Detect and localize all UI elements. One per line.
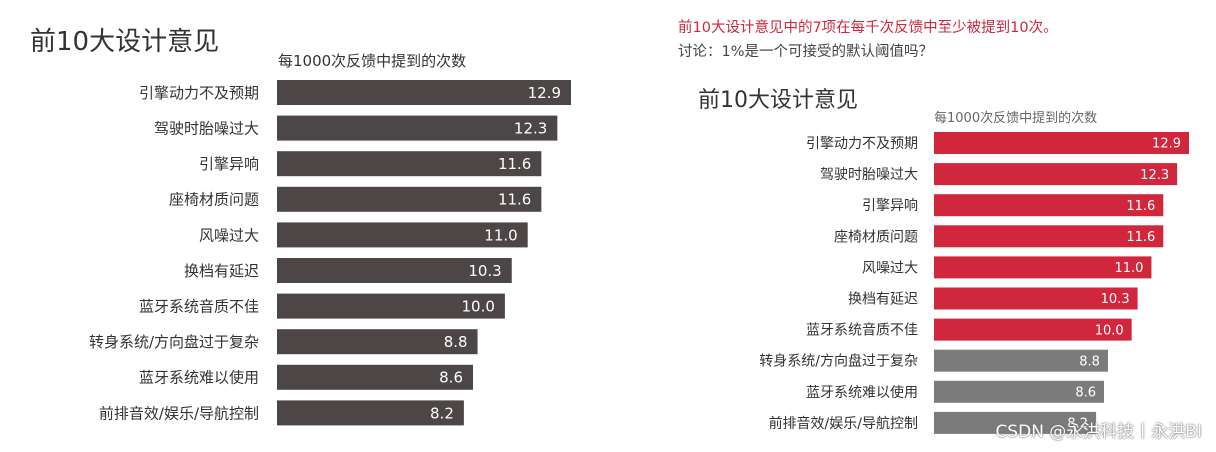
value-label-9: 8.6: [1075, 385, 1096, 400]
bar-6: [934, 287, 1138, 310]
bar-9: [277, 364, 473, 390]
category-label-10: 前排音效/娱乐/导航控制: [99, 404, 259, 422]
right-bars-group: 引擎动力不及预期 12.9 驾驶时胎噪过大 12.3 引擎异响 11.6 座椅材质问题 11.…: [759, 132, 1189, 434]
right-chart-discussion: 讨论：1%是一个可接受的默认阈值吗？: [678, 43, 933, 60]
category-label-2: 驾驶时胎噪过大: [820, 167, 918, 183]
bar-1: [277, 80, 571, 105]
bar-5: [277, 222, 528, 248]
bar-2: [277, 115, 558, 141]
bar-8: [277, 329, 478, 355]
category-label-2: 驾驶时胎噪过大: [154, 120, 259, 138]
value-label-4: 11.6: [498, 191, 531, 209]
category-label-6: 换档有延迟: [848, 291, 918, 308]
category-label-10: 前排音效/娱乐/导航控制: [769, 415, 918, 432]
value-label-9: 8.6: [439, 369, 463, 387]
bar-4: [277, 186, 542, 212]
category-label-7: 蓝牙系统音质不佳: [139, 298, 259, 316]
bar-3: [934, 194, 1164, 217]
bar-6: [277, 258, 512, 283]
category-label-3: 引擎异响: [862, 198, 918, 214]
category-label-6: 换档有延迟: [184, 262, 259, 280]
left-bars-group: 引擎动力不及预期 12.9 驾驶时胎噪过大 12.3 引擎异响 11.6 座椅材质问题 11.…: [89, 80, 571, 426]
value-label-6: 10.3: [1101, 292, 1130, 307]
bar-1: [934, 132, 1189, 154]
category-label-7: 蓝牙系统音质不佳: [806, 322, 918, 339]
value-label-10: 8.2: [430, 404, 454, 422]
category-label-5: 风噪过大: [862, 260, 918, 276]
bar-8: [934, 349, 1108, 372]
value-label-8: 8.8: [1079, 354, 1100, 369]
bar-9: [934, 380, 1104, 403]
category-label-8: 转身系统/方向盘过于复杂: [89, 333, 259, 351]
bar-3: [277, 151, 542, 177]
value-label-4: 11.6: [1126, 230, 1155, 245]
bar-7: [277, 293, 505, 319]
value-label-6: 10.3: [468, 262, 501, 280]
value-label-5: 11.0: [484, 226, 517, 244]
value-label-3: 11.6: [498, 155, 531, 173]
category-label-9: 蓝牙系统难以使用: [806, 384, 918, 401]
left-chart-subtitle: 每1000次反馈中提到的次数: [278, 52, 466, 70]
value-label-7: 10.0: [1095, 323, 1124, 338]
value-label-2: 12.3: [1140, 168, 1169, 183]
right-chart-subtitle: 每1000次反馈中提到的次数: [934, 110, 1097, 126]
value-label-10: 8.2: [1067, 417, 1088, 432]
bar-5: [934, 256, 1152, 279]
right-bar-chart: 前10大设计意见中的7项在每千次反馈中至少被提到10次。 讨论：1%是一个可接受…: [678, 18, 1189, 434]
category-label-5: 风噪过大: [199, 226, 259, 244]
watermark-text: CSDN @永洪科技丨永洪BI: [995, 422, 1202, 442]
bar-10: [934, 411, 1097, 434]
category-label-8: 转身系统/方向盘过于复杂: [759, 353, 918, 370]
bar-4: [934, 225, 1164, 248]
left-bar-chart: 前10大设计意见 每1000次反馈中提到的次数 引擎动力不及预期 12.9 驾驶时胎…: [30, 27, 571, 426]
category-label-1: 引擎动力不及预期: [806, 136, 918, 152]
bar-10: [277, 400, 464, 426]
category-label-4: 座椅材质问题: [834, 229, 918, 245]
left-chart-title: 前10大设计意见: [30, 27, 219, 57]
bar-2: [934, 163, 1178, 186]
category-label-9: 蓝牙系统难以使用: [139, 369, 259, 387]
value-label-7: 10.0: [462, 298, 495, 316]
category-label-1: 引擎动力不及预期: [139, 84, 259, 102]
value-label-8: 8.8: [444, 333, 468, 351]
right-chart-title: 前10大设计意见: [698, 88, 858, 113]
category-label-3: 引擎异响: [199, 155, 259, 173]
value-label-1: 12.9: [1152, 137, 1181, 152]
value-label-5: 11.0: [1114, 261, 1143, 276]
bar-7: [934, 318, 1132, 341]
value-label-1: 12.9: [528, 84, 561, 102]
category-label-4: 座椅材质问题: [169, 191, 259, 209]
right-chart-headline: 前10大设计意见中的7项在每千次反馈中至少被提到10次。: [678, 18, 1058, 36]
value-label-3: 11.6: [1126, 199, 1155, 214]
value-label-2: 12.3: [514, 120, 547, 138]
